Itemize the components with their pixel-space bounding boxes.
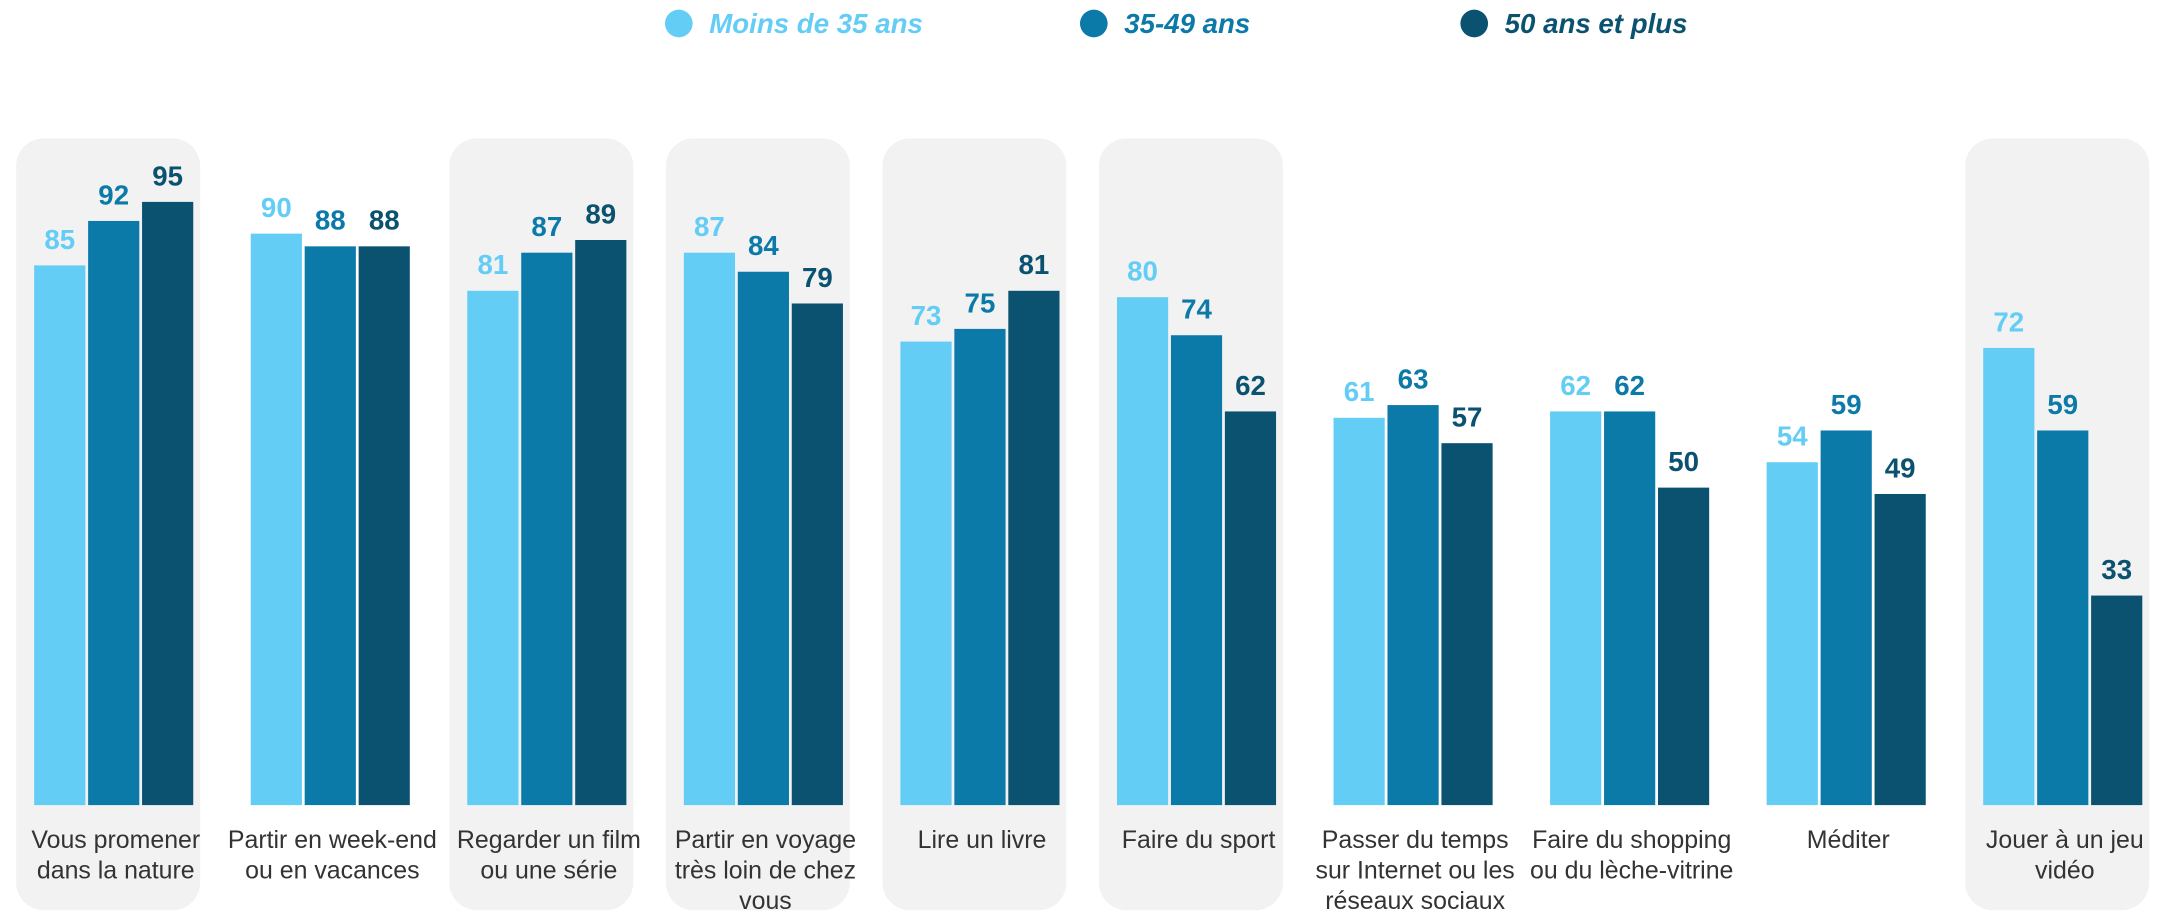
x-tick-label: Partir en week-end ou en vacances: [228, 826, 437, 884]
bar: [34, 265, 86, 806]
x-tick-label: Faire du shopping ou du lèche-vitrine: [1530, 826, 1733, 884]
bar: [142, 201, 194, 806]
value-label: 73: [911, 300, 942, 331]
value-label: 33: [2101, 554, 2132, 585]
x-tick-label-line: Partir en week-end: [228, 826, 437, 854]
x-tick-label: Vous promener dans la nature: [31, 826, 200, 884]
legend-label: Moins de 35 ans: [709, 8, 923, 39]
value-label: 62: [1614, 370, 1645, 401]
legend-swatch: [1460, 9, 1489, 38]
bar: [467, 290, 519, 806]
legend-label: 50 ans et plus: [1505, 8, 1688, 39]
x-tick-label-line: ou en vacances: [245, 856, 419, 884]
x-tick-label: Méditer: [1807, 826, 1890, 854]
bar: [1766, 462, 1818, 806]
x-tick-label: Passer du temps sur Internet ou les réseau…: [1316, 826, 1515, 913]
bar: [88, 220, 140, 806]
bar: [1333, 417, 1385, 806]
value-label: 89: [585, 198, 616, 229]
x-tick-label-line: Regarder un film: [457, 826, 641, 854]
x-tick-label-line: très loin de chez: [675, 856, 856, 884]
bar: [1170, 335, 1223, 806]
bar: [304, 246, 356, 806]
value-label: 59: [2047, 389, 2078, 420]
value-label: 80: [1127, 256, 1158, 287]
bar: [2091, 595, 2143, 806]
value-label: 87: [531, 211, 562, 242]
x-tick-label: Jouer à un jeu vidéo: [1986, 826, 2144, 884]
value-label: 84: [748, 230, 779, 261]
legend-swatch: [1079, 9, 1108, 38]
bar: [1116, 297, 1169, 806]
x-tick-label: Regarder un film ou une série: [457, 826, 641, 884]
value-label: 75: [965, 287, 996, 318]
x-tick-label-line: vidéo: [2035, 856, 2095, 884]
value-label: 54: [1777, 421, 1808, 452]
bar: [2037, 430, 2089, 806]
bar: [358, 246, 410, 806]
value-label: 85: [44, 224, 75, 255]
bar: [900, 341, 952, 806]
value-label: 72: [1993, 306, 2024, 337]
x-tick-label-line: dans la nature: [37, 856, 195, 884]
value-label: 88: [369, 205, 400, 236]
x-tick-label-line: Faire du shopping: [1532, 826, 1731, 854]
value-label: 49: [1885, 452, 1916, 483]
value-label: 81: [477, 249, 508, 280]
legend-swatch: [664, 9, 693, 38]
value-label: 81: [1019, 249, 1050, 280]
value-label: 79: [802, 262, 833, 293]
x-tick-label: Faire du sport: [1122, 826, 1276, 854]
x-tick-label-line: Jouer à un jeu: [1986, 826, 2144, 854]
bar: [1387, 405, 1439, 806]
value-label: 57: [1452, 402, 1483, 433]
value-label: 87: [694, 211, 725, 242]
bar: [1983, 347, 2035, 806]
x-tick-label-line: vous: [739, 887, 792, 913]
bar: [1820, 430, 1872, 806]
value-label: 63: [1398, 363, 1429, 394]
value-label: 90: [261, 192, 292, 223]
bar: [250, 233, 302, 806]
value-label: 74: [1181, 294, 1212, 325]
value-label: 50: [1668, 446, 1699, 477]
bar: [954, 328, 1006, 806]
x-tick-label-line: sur Internet ou les: [1316, 856, 1515, 884]
x-tick-label-line: ou du lèche-vitrine: [1530, 856, 1733, 884]
bar: [1657, 487, 1710, 806]
x-tick-label-line: ou une série: [480, 856, 617, 884]
bar: [1008, 290, 1060, 806]
bar: [1224, 411, 1277, 806]
bar: [575, 239, 627, 806]
x-tick-label-line: Méditer: [1807, 826, 1890, 854]
x-tick-label-line: Vous promener: [31, 826, 200, 854]
legend-label: 35-49 ans: [1124, 8, 1250, 39]
value-label: 62: [1560, 370, 1591, 401]
x-tick-label-line: Partir en voyage: [675, 826, 856, 854]
bar: [737, 271, 789, 806]
value-label: 95: [152, 160, 183, 191]
bar: [1550, 411, 1602, 806]
value-label: 88: [315, 205, 346, 236]
bar: [1874, 493, 1926, 806]
bar: [1441, 443, 1493, 806]
x-tick-label-line: Passer du temps: [1322, 826, 1509, 854]
bar: [521, 252, 573, 806]
value-label: 61: [1344, 376, 1375, 407]
x-tick-label-line: Lire un livre: [918, 826, 1047, 854]
bar: [683, 252, 736, 806]
x-tick-label-line: Faire du sport: [1122, 826, 1276, 854]
x-tick-label: Lire un livre: [918, 826, 1047, 854]
value-label: 59: [1831, 389, 1862, 420]
x-tick-label: Partir en voyage très loin de chez vous: [675, 826, 856, 913]
value-label: 92: [98, 179, 129, 210]
bar: [1604, 411, 1656, 806]
value-label: 62: [1235, 370, 1266, 401]
x-tick-label-line: réseaux sociaux: [1325, 887, 1505, 913]
bar: [791, 303, 843, 806]
